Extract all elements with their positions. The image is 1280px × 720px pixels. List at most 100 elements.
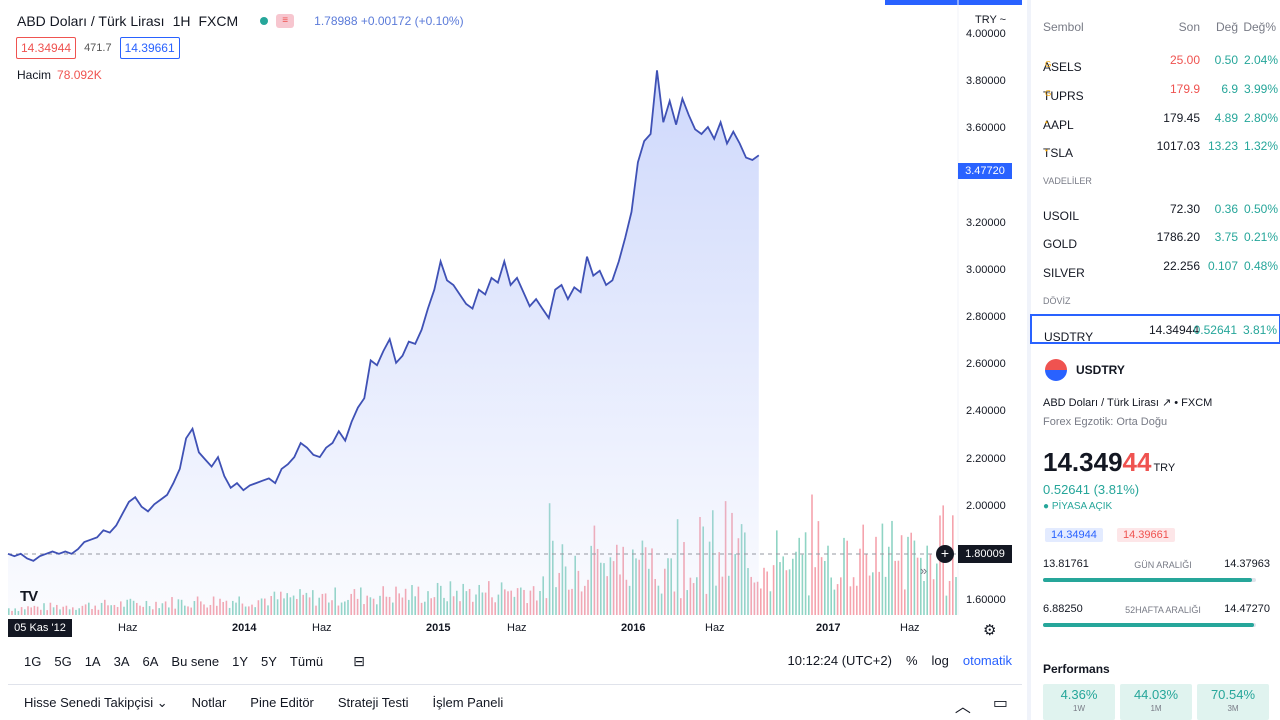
perf-box-1w[interactable]: 4.36% 1W [1043,684,1115,720]
watchlist-row-usdtry[interactable]: USDTRY 14.34944 0.52641 3.81% [1030,314,1280,344]
add-plus-icon[interactable]: + [936,545,954,563]
tab-trading-panel[interactable]: İşlem Paneli [432,695,504,710]
chart-pane[interactable]: ABD Doları / Türk Lirası 1H FXCM ≡ 1.789… [0,0,1022,645]
clock-time[interactable]: 10:12:24 (UTC+2) [787,653,892,668]
range-button[interactable]: Bu sene [171,653,220,669]
log-toggle[interactable]: log [931,653,949,668]
watchlist-row-asels[interactable]: ASELS G 25.00 0.50 2.04% [1043,53,1278,74]
col-change[interactable]: Değ [1215,20,1238,34]
bid-ask-boxes: 14.34944 471.7 14.39661 [16,37,180,59]
col-change-pct[interactable]: Değ% [1243,20,1276,34]
range-button[interactable]: 6A [142,653,159,669]
perf-box-3m[interactable]: 70.54% 3M [1197,684,1269,720]
volume-bar [868,575,871,615]
watchlist-panel: Sembol Son Değ Değ% ASELS G 25.00 0.50 2.04%… [1027,0,1280,720]
tab-stock-screener[interactable]: Hisse Senedi Takipçisi ⌄ [24,694,168,710]
volume-bar [836,584,839,615]
watchlist-row-tsla[interactable]: TSLA • 1017.03 13.23 1.32% [1043,139,1278,160]
time-axis-tick: 2016 [621,622,646,634]
range-button[interactable]: 1A [84,653,101,669]
volume-bar [849,586,852,615]
perf-box-1m[interactable]: 44.03% 1M [1120,684,1192,720]
row-change-pct: 0.50% [1243,202,1278,216]
volume-bar [808,595,810,615]
volume-bar [760,588,762,615]
maximize-window-icon[interactable]: ▭ [992,695,1008,712]
range-button[interactable]: 1Y [232,653,249,669]
currency-select[interactable]: TRY ~ [972,13,1010,27]
volume-bar [776,530,778,615]
collapse-chevron-up-icon[interactable]: ︿ [954,699,971,716]
detail-bid: 14.34944 [1045,528,1103,542]
watchlist-row-usoil[interactable]: USOIL 72.30 0.36 0.50% [1043,202,1278,223]
time-axis-tick: 2015 [426,622,451,634]
auto-toggle[interactable]: otomatik [962,653,1012,668]
volume-bar [788,569,791,615]
watchlist-row-tuprs[interactable]: TUPRS G 179.9 6.9 3.99% [1043,82,1278,103]
volume-bar [955,577,957,615]
col-last[interactable]: Son [1178,20,1200,34]
volume-bar [830,577,832,615]
time-axis-tick: Haz [507,622,527,634]
range-button[interactable]: 5Y [261,653,277,669]
time-axis-tick: 2017 [816,622,841,634]
detail-price: 14.34944 TRY [1043,447,1175,478]
row-change: 0.50 [1214,53,1238,67]
volume-bar [939,515,941,615]
price-chart[interactable] [0,0,1022,645]
interval-label[interactable]: 1H [172,13,191,29]
range-button[interactable]: 3A [113,653,130,669]
ask-box[interactable]: 14.39661 [119,37,180,59]
tab-notes[interactable]: Notlar [191,695,227,710]
volume-bar [840,577,842,615]
symbol-name[interactable]: ABD Doları / Türk Lirası [17,13,165,29]
price-axis-tick: 4.00000 [966,28,1006,40]
watchlist-row-gold[interactable]: GOLD 1786.20 3.75 0.21% [1043,230,1278,251]
range-button[interactable]: 5G [54,653,72,669]
price-axis-tick: 3.00000 [966,263,1006,276]
row-last: 25.00 [1169,53,1200,67]
percent-toggle[interactable]: % [905,653,918,668]
volume-bar [862,524,864,615]
range-button[interactable]: Tümü [289,653,324,669]
volume-bar [792,558,794,615]
range-right-controls: 10:12:24 (UTC+2) % log otomatik [788,653,1012,668]
bid-box[interactable]: 14.34944 [16,37,77,59]
volume-bar [827,545,829,615]
range-button[interactable]: 1G [24,653,42,669]
exchange-label: FXCM [198,13,239,29]
volume-bar [772,565,775,615]
row-change-pct: 1.32% [1243,139,1278,153]
section-futures-label: VADELİLER [1043,176,1092,186]
volume-label: Hacim [17,68,52,82]
volume-bar [859,548,861,615]
volume-bar [843,537,845,615]
watchlist-row-silver[interactable]: SILVER 22.256 0.107 0.48% [1043,259,1278,280]
perf-value: 4.36% [1060,687,1098,702]
detail-name[interactable]: ABD Doları / Türk Lirası ↗ • FXCM [1043,397,1213,409]
day-range-label: GÜN ARALIĞI [1134,560,1192,570]
volume-bar [814,567,816,615]
top-accent-bar [885,0,1022,5]
volume-bar [795,551,797,615]
perf-label: 1W [1073,704,1085,713]
row-change: 4.89 [1214,111,1238,125]
row-change: 6.9 [1221,82,1238,96]
scroll-right-chevron-icon[interactable]: » [920,563,928,578]
flag-icon[interactable]: ≡ [276,14,295,28]
tab-pine-editor[interactable]: Pine Editör [250,695,314,710]
tab-strategy-tester[interactable]: Strateji Testi [337,695,409,710]
calendar-icon[interactable]: ⊟ [353,652,365,669]
watchlist-row-aapl[interactable]: AAPL • 179.45 4.89 2.80% [1043,111,1278,132]
week52-range-bar [1043,623,1256,627]
row-last: 1786.20 [1156,230,1200,244]
price-axis-tick: 1.60000 [966,594,1006,606]
row-change-pct: 0.21% [1243,230,1278,244]
gear-icon[interactable]: ⚙ [983,622,997,639]
col-symbol[interactable]: Sembol [1043,20,1084,34]
detail-symbol[interactable]: USDTRY [1076,363,1125,377]
tradingview-logo-icon[interactable]: TV [20,588,38,605]
volume-bar [811,494,813,615]
volume-bar [948,580,951,615]
volume-bar [872,572,874,615]
